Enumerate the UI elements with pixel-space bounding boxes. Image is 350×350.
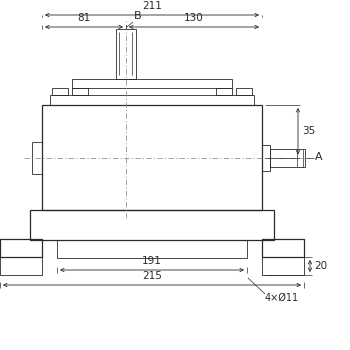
Bar xyxy=(72,88,88,95)
Text: B: B xyxy=(134,11,142,21)
Bar xyxy=(30,210,274,240)
Bar xyxy=(116,29,136,79)
Bar xyxy=(50,95,254,105)
Bar xyxy=(216,88,232,95)
Text: 211: 211 xyxy=(142,1,162,11)
Text: 35: 35 xyxy=(302,126,315,136)
Text: 81: 81 xyxy=(77,13,91,23)
Text: 20: 20 xyxy=(314,261,327,271)
Bar xyxy=(52,88,68,95)
Bar xyxy=(262,257,304,275)
Bar xyxy=(42,105,262,210)
Bar xyxy=(0,239,42,257)
Text: 4×Ø11: 4×Ø11 xyxy=(265,293,299,303)
Text: 130: 130 xyxy=(184,13,204,23)
Text: 215: 215 xyxy=(142,271,162,281)
Bar xyxy=(72,79,232,88)
Bar xyxy=(57,240,247,258)
Bar xyxy=(262,239,304,257)
Bar xyxy=(270,148,305,167)
Bar xyxy=(236,88,252,95)
Text: A: A xyxy=(315,153,323,162)
Bar xyxy=(262,145,270,170)
Text: 191: 191 xyxy=(142,256,162,266)
Bar xyxy=(0,257,42,275)
